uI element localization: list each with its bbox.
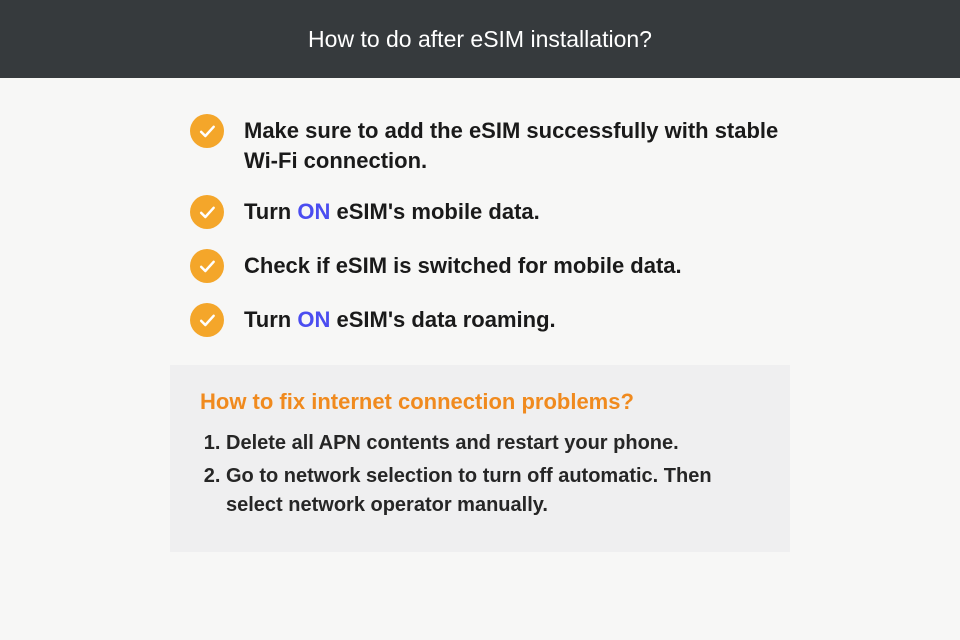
check-text: Turn ON eSIM's mobile data. — [244, 195, 540, 227]
content-area: Make sure to add the eSIM successfully w… — [0, 78, 960, 552]
check-text-main: Check if eSIM is switched for mobile dat… — [244, 253, 682, 278]
fix-box: How to fix internet connection problems?… — [170, 365, 790, 552]
check-icon — [190, 303, 224, 337]
fix-step: Go to network selection to turn off auto… — [226, 462, 760, 520]
check-text-em: ON — [297, 307, 330, 332]
check-text-em: ON — [297, 199, 330, 224]
check-item: Turn ON eSIM's data roaming. — [190, 303, 790, 337]
check-text: Turn ON eSIM's data roaming. — [244, 303, 556, 335]
fix-list: Delete all APN contents and restart your… — [200, 429, 760, 520]
check-item: Check if eSIM is switched for mobile dat… — [190, 249, 790, 283]
fix-step: Delete all APN contents and restart your… — [226, 429, 760, 458]
checklist: Make sure to add the eSIM successfully w… — [170, 114, 790, 337]
header-bar: How to do after eSIM installation? — [0, 0, 960, 78]
check-text-post: eSIM's mobile data. — [330, 199, 539, 224]
header-title: How to do after eSIM installation? — [308, 26, 652, 53]
check-text-pre: Turn — [244, 199, 297, 224]
check-text-post: eSIM's data roaming. — [330, 307, 555, 332]
check-item: Turn ON eSIM's mobile data. — [190, 195, 790, 229]
check-text: Check if eSIM is switched for mobile dat… — [244, 249, 682, 281]
check-text: Make sure to add the eSIM successfully w… — [244, 114, 790, 175]
check-icon — [190, 195, 224, 229]
check-item: Make sure to add the eSIM successfully w… — [190, 114, 790, 175]
check-icon — [190, 249, 224, 283]
check-text-main: Make sure to add the eSIM successfully w… — [244, 118, 778, 173]
fix-title: How to fix internet connection problems? — [200, 389, 760, 415]
check-icon — [190, 114, 224, 148]
check-text-pre: Turn — [244, 307, 297, 332]
